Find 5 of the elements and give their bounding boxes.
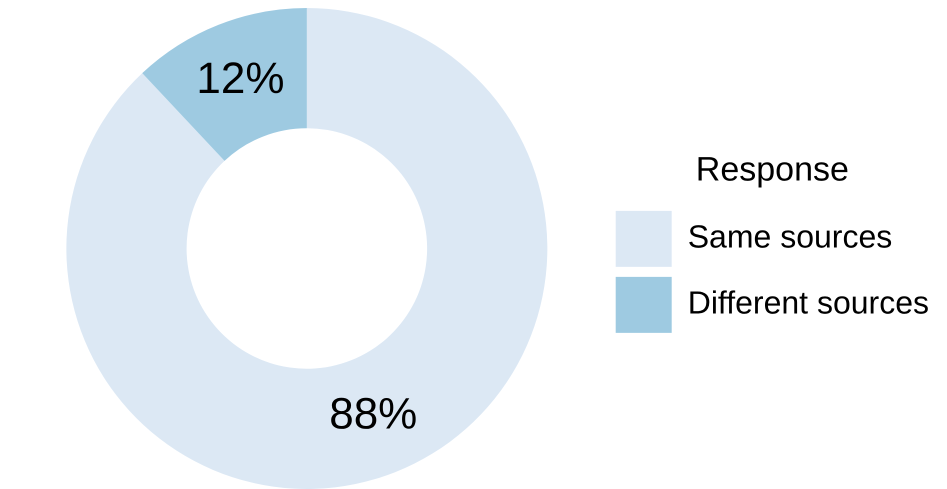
- legend-label: Same sources: [688, 218, 892, 255]
- data-label: 88%: [329, 389, 418, 438]
- legend-label: Different sources: [688, 284, 929, 321]
- data-label: 12%: [196, 54, 284, 103]
- legend-title: Response: [696, 150, 849, 188]
